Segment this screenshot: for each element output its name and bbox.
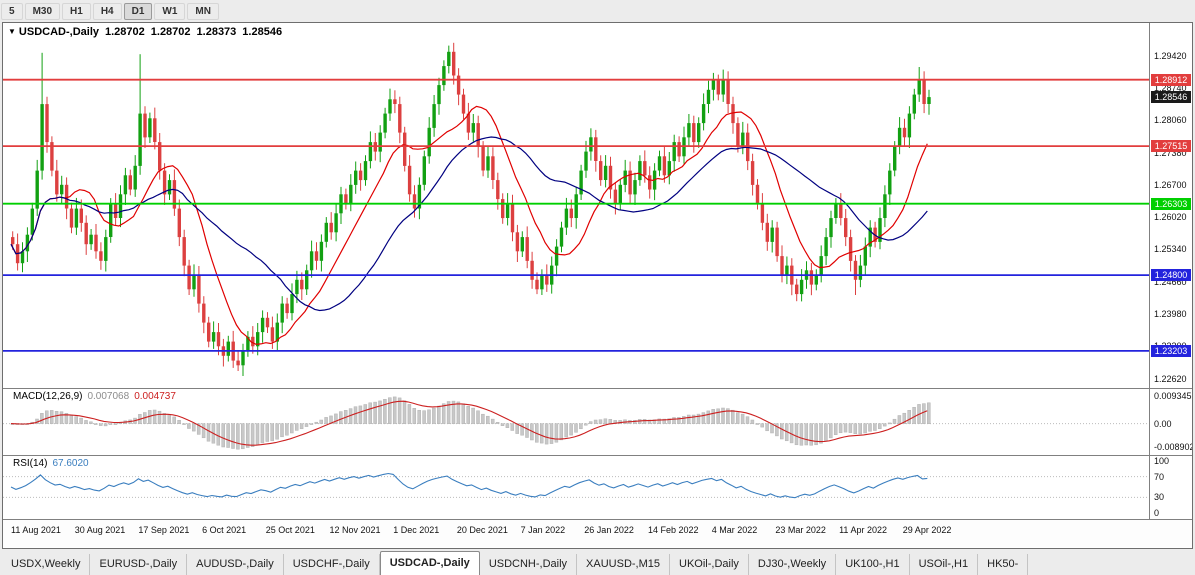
- chart-tab-usdcad-daily[interactable]: USDCAD-,Daily: [379, 551, 480, 575]
- date-tick: 20 Dec 2021: [456, 525, 508, 535]
- timeframe-button-h4[interactable]: H4: [92, 2, 122, 20]
- price-tick: 1.29420: [1154, 50, 1187, 61]
- rsi-canvas[interactable]: [3, 456, 1149, 519]
- chart-tab-usoil-h1[interactable]: USOil-,H1: [909, 554, 979, 575]
- current-price-badge: 1.28546: [1151, 91, 1191, 104]
- date-tick: 17 Sep 2021: [138, 525, 190, 535]
- level-price-badge: 1.26303: [1151, 197, 1191, 210]
- price-tick: 1.28060: [1154, 115, 1187, 126]
- chart-tab-uk100-h1[interactable]: UK100-,H1: [836, 554, 910, 575]
- chart-window: ▼ USDCAD-,Daily 1.28702 1.28702 1.28373 1.285…: [2, 22, 1193, 549]
- date-tick: 30 Aug 2021: [74, 525, 126, 535]
- indicator-line: [10, 105, 928, 345]
- date-tick: 29 Apr 2022: [902, 525, 952, 535]
- macd-axis-zero: 0.00: [1154, 418, 1172, 429]
- rsi-axis: 100 70 30 0: [1149, 456, 1192, 519]
- macd-axis: 0.009345 0.00 -0.008902: [1149, 389, 1192, 455]
- date-axis[interactable]: 11 Aug 2021 30 Aug 2021 17 Sep 2021 6 Oct 2…: [3, 519, 1192, 547]
- rsi-name: RSI(14): [13, 458, 48, 469]
- date-tick: 26 Jan 2022: [584, 525, 634, 535]
- date-tick: 6 Oct 2021: [202, 525, 247, 535]
- price-tick: 1.24660: [1154, 276, 1187, 287]
- chart-tab-dj30-weekly[interactable]: DJ30-,Weekly: [748, 554, 837, 575]
- ohlc-close: 1.28546: [242, 26, 283, 38]
- indicator-line: [10, 136, 928, 312]
- level-price-badge: 1.27515: [1151, 140, 1191, 153]
- rsi-axis-tick: 30: [1154, 492, 1165, 503]
- ohlc-low: 1.28373: [196, 26, 237, 38]
- price-tick: 1.28740: [1154, 82, 1187, 93]
- main-chart-panel[interactable]: ▼ USDCAD-,Daily 1.28702 1.28702 1.28373 1.285…: [3, 23, 1192, 388]
- price-axis[interactable]: 1.29420 1.28740 1.28060 1.27380 1.26700 1.260…: [1149, 23, 1192, 388]
- date-tick: 23 Mar 2022: [775, 525, 826, 535]
- timeframe-toolbar: 5 M30 H1 H4 D1 W1 MN: [0, 0, 1195, 22]
- level-price-badge: 1.23203: [1151, 344, 1191, 357]
- chart-symbol-label: USDCAD-,Daily: [18, 26, 99, 38]
- date-tick: 12 Nov 2021: [329, 525, 381, 535]
- macd-name: MACD(12,26,9): [13, 391, 83, 402]
- macd-main-value: 0.007068: [87, 391, 130, 402]
- ohlc-open: 1.28702: [105, 26, 145, 38]
- level-price-badge: 1.24800: [1151, 269, 1191, 282]
- rsi-panel[interactable]: RSI(14) 67.6020 100 70 30 0: [3, 455, 1192, 519]
- date-tick: 11 Apr 2022: [839, 525, 887, 535]
- chart-tab-xauusd-m15[interactable]: XAUUSD-,M15: [577, 554, 671, 575]
- chart-tab-usdcnh-daily[interactable]: USDCNH-,Daily: [479, 554, 578, 575]
- timeframe-button-mn[interactable]: MN: [187, 2, 219, 20]
- date-tick: 14 Feb 2022: [648, 525, 699, 535]
- price-tick: 1.23980: [1154, 309, 1187, 319]
- price-tick: 1.27380: [1154, 147, 1187, 158]
- macd-signal-value: 0.004737: [134, 391, 176, 402]
- level-price-badge: 1.28912: [1151, 73, 1191, 86]
- chart-tab-ukoil-daily[interactable]: UKOil-,Daily: [670, 554, 749, 575]
- date-tick: 25 Oct 2021: [265, 525, 315, 535]
- ohlc-high: 1.28702: [150, 26, 191, 38]
- main-chart-canvas[interactable]: [3, 23, 1149, 388]
- rsi-axis-tick: 0: [1154, 508, 1160, 518]
- rsi-value: 67.6020: [52, 458, 89, 469]
- chart-tab-usdx-weekly[interactable]: USDX,Weekly: [2, 554, 91, 575]
- rsi-label: RSI(14) 67.6020: [8, 458, 89, 469]
- rsi-axis-tick: 100: [1154, 456, 1170, 466]
- price-tick: 1.26700: [1154, 179, 1187, 190]
- timeframe-button-h1[interactable]: H1: [62, 2, 91, 20]
- timeframe-button-d1[interactable]: D1: [123, 2, 153, 20]
- macd-axis-top: 0.009345: [1154, 391, 1192, 401]
- price-tick: 1.25340: [1154, 244, 1187, 255]
- rsi-axis-tick: 70: [1154, 471, 1165, 482]
- price-tick: 1.22620: [1154, 373, 1187, 384]
- macd-axis-bottom: -0.008902: [1154, 442, 1193, 452]
- date-tick: 11 Aug 2021: [11, 525, 61, 535]
- macd-canvas[interactable]: [3, 389, 1149, 455]
- macd-label: MACD(12,26,9) 0.007068 0.004737: [8, 391, 176, 402]
- date-tick: 7 Jan 2022: [520, 525, 566, 535]
- chart-tab-hk50-[interactable]: HK50-: [978, 554, 1029, 575]
- timeframe-button-m30[interactable]: M30: [24, 2, 61, 20]
- chart-title: ▼ USDCAD-,Daily 1.28702 1.28702 1.28373 1.285…: [8, 26, 282, 38]
- indicator-line: [10, 400, 928, 446]
- timeframe-button-5[interactable]: 5: [1, 2, 23, 20]
- macd-panel[interactable]: MACD(12,26,9) 0.007068 0.004737 0.009345 0.…: [3, 388, 1192, 455]
- date-tick: 4 Mar 2022: [711, 525, 758, 535]
- chart-tabs-bar: USDX,Weekly EURUSD-,Daily AUDUSD-,Daily USD…: [0, 549, 1195, 575]
- chart-tab-audusd-daily[interactable]: AUDUSD-,Daily: [187, 554, 284, 575]
- chart-tab-usdchf-daily[interactable]: USDCHF-,Daily: [283, 554, 380, 575]
- chart-dropdown-icon: ▼: [8, 27, 16, 36]
- date-tick: 1 Dec 2021: [393, 525, 440, 535]
- price-tick: 1.26020: [1154, 212, 1187, 223]
- chart-tab-eurusd-daily[interactable]: EURUSD-,Daily: [90, 554, 188, 575]
- timeframe-button-w1[interactable]: W1: [154, 2, 186, 20]
- candles-group: [11, 42, 931, 376]
- indicator-line: [10, 472, 928, 499]
